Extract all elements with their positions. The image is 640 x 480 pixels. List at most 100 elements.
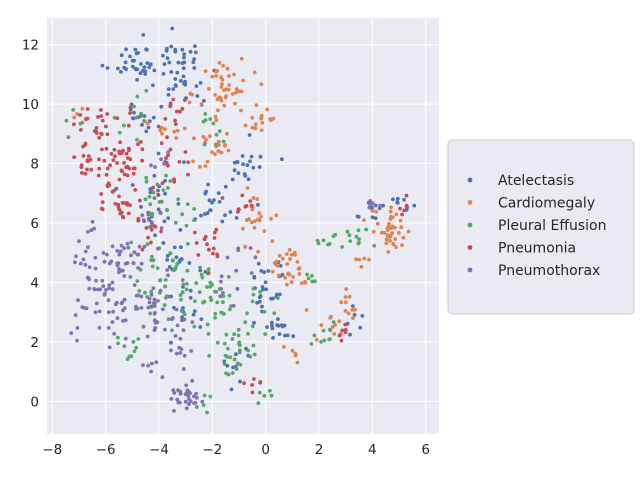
y-tick-label: 12	[22, 38, 39, 54]
data-point	[329, 314, 333, 319]
data-point	[347, 294, 352, 299]
data-point	[135, 306, 140, 311]
data-point	[222, 341, 227, 346]
data-point	[160, 131, 164, 136]
data-point	[251, 196, 256, 200]
data-point	[117, 151, 122, 156]
legend-label: Pleural Effusion	[498, 218, 606, 234]
data-point	[194, 241, 199, 245]
data-point	[219, 274, 224, 279]
data-point	[192, 136, 196, 141]
data-point	[224, 332, 229, 337]
data-point	[328, 328, 333, 333]
data-point	[122, 172, 127, 177]
data-point	[195, 94, 200, 98]
data-point	[343, 300, 348, 305]
data-point	[148, 62, 153, 67]
data-point	[206, 332, 211, 336]
data-point	[131, 340, 136, 344]
data-point	[156, 299, 160, 303]
data-point	[86, 154, 91, 159]
data-point	[198, 268, 203, 273]
data-point	[170, 258, 175, 262]
data-point	[169, 317, 174, 321]
data-point	[119, 53, 124, 58]
data-point	[186, 242, 190, 246]
data-point	[117, 267, 121, 271]
data-point	[185, 268, 190, 273]
data-point	[280, 157, 284, 162]
data-point	[79, 127, 83, 132]
legend-box	[447, 139, 635, 315]
data-point	[357, 240, 361, 245]
data-point	[142, 244, 147, 249]
data-point	[155, 182, 160, 187]
data-point	[259, 214, 263, 219]
data-point	[152, 297, 157, 302]
y-tick-label: 4	[30, 275, 39, 291]
data-point	[149, 369, 154, 374]
y-tick-label: 6	[30, 216, 39, 232]
data-point	[171, 87, 176, 91]
data-point	[206, 86, 211, 91]
data-point	[170, 26, 175, 31]
data-point	[228, 210, 233, 214]
data-point	[175, 70, 180, 75]
data-point	[354, 234, 359, 239]
data-point	[182, 55, 186, 60]
data-point	[86, 245, 90, 250]
data-point	[321, 238, 326, 243]
data-point	[183, 399, 188, 404]
data-point	[166, 87, 171, 91]
data-point	[139, 140, 143, 144]
data-point	[250, 299, 255, 304]
data-point	[150, 361, 154, 366]
data-point	[218, 294, 223, 299]
data-point	[213, 311, 218, 316]
data-point	[358, 325, 363, 330]
data-point	[326, 242, 330, 247]
data-point	[364, 227, 368, 232]
data-point	[140, 158, 145, 163]
data-point	[163, 278, 168, 282]
data-point	[321, 328, 326, 333]
data-point	[125, 261, 130, 265]
data-point	[181, 74, 186, 79]
data-point	[397, 231, 401, 235]
data-point	[157, 200, 162, 204]
data-point	[104, 288, 108, 292]
data-point	[181, 328, 186, 333]
data-point	[359, 264, 364, 269]
data-point	[155, 266, 160, 271]
data-point	[262, 309, 267, 314]
data-point	[72, 155, 77, 160]
data-point	[69, 331, 74, 335]
y-tick-label: 8	[30, 157, 39, 173]
data-point	[138, 198, 142, 203]
data-point	[378, 203, 383, 208]
data-point	[210, 74, 215, 79]
data-point	[162, 219, 167, 224]
data-point	[141, 69, 145, 73]
data-point	[78, 121, 83, 126]
data-point	[269, 393, 274, 398]
data-point	[337, 319, 342, 324]
data-point	[248, 246, 253, 250]
legend-marker	[467, 267, 473, 273]
data-point	[172, 179, 177, 184]
data-point	[107, 345, 112, 350]
data-point	[230, 337, 235, 341]
x-tick-label: 4	[368, 442, 377, 458]
data-point	[236, 171, 241, 176]
data-point	[105, 112, 110, 116]
data-point	[147, 195, 152, 199]
data-point	[104, 252, 109, 257]
data-point	[219, 150, 224, 155]
data-point	[125, 241, 130, 246]
data-point	[196, 253, 201, 257]
data-point	[86, 230, 90, 234]
data-point	[161, 307, 165, 312]
data-point	[319, 323, 324, 328]
data-point	[406, 229, 411, 234]
data-point	[76, 298, 80, 303]
